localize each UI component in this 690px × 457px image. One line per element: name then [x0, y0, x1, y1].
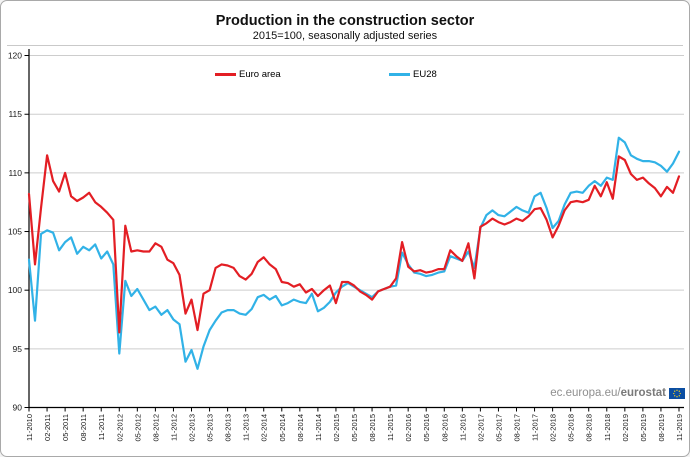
- y-tick-label: 120: [8, 51, 22, 61]
- x-tick-label: 05-2016: [422, 414, 431, 442]
- x-tick-label: 05-2013: [206, 414, 215, 442]
- x-tick-label: 11-2019: [675, 414, 684, 441]
- chart-subtitle: 2015=100, seasonally adjusted series: [252, 30, 438, 42]
- chart-title: Production in the construction sector: [215, 13, 475, 29]
- x-tick-label: 11-2016: [458, 414, 467, 441]
- x-tick-label: 02-2019: [621, 414, 630, 442]
- series-line-euro-area: [27, 154, 681, 334]
- x-tick-label: 11-2015: [386, 414, 395, 441]
- x-tick-label: 05-2019: [639, 414, 648, 442]
- legend-label-euro-area: Euro area: [239, 69, 281, 80]
- y-tick-label: 90: [13, 403, 23, 413]
- x-tick-label: 08-2018: [585, 414, 594, 442]
- x-tick-label: 05-2017: [494, 414, 503, 442]
- x-tick-label: 02-2017: [476, 414, 485, 442]
- y-tick-label: 100: [8, 285, 22, 295]
- legend-label-eu28: EU28: [413, 69, 437, 80]
- eu-flag-icon: [669, 387, 685, 399]
- x-tick-label: 08-2013: [224, 414, 233, 442]
- x-tick-label: 02-2014: [260, 414, 269, 442]
- x-tick-label: 08-2014: [296, 414, 305, 442]
- legend-swatch-eu28: [389, 73, 410, 76]
- x-tick-label: 08-2019: [657, 414, 666, 442]
- legend-item-euro-area: Euro area: [215, 69, 281, 80]
- x-tick-label: 05-2014: [278, 414, 287, 442]
- x-tick-label: 02-2016: [404, 414, 413, 442]
- x-tick-label: 11-2011: [97, 414, 106, 440]
- x-tick-label: 11-2012: [169, 414, 178, 441]
- x-tick-label: 05-2011: [61, 414, 70, 441]
- watermark-text: ec.europa.eu/eurostat: [550, 387, 666, 399]
- x-tick-label: 05-2015: [350, 414, 359, 442]
- header-divider: [7, 45, 683, 46]
- x-tick-label: 02-2015: [332, 414, 341, 442]
- x-tick-label: 02-2012: [115, 414, 124, 442]
- x-tick-label: 02-2011: [43, 414, 52, 441]
- x-tick-label: 11-2013: [242, 414, 251, 441]
- legend-swatch-euro-area: [215, 73, 236, 76]
- x-tick-label: 02-2018: [549, 414, 558, 442]
- x-tick-label: 11-2014: [314, 414, 323, 441]
- x-tick-label: 08-2017: [513, 414, 522, 442]
- y-tick-label: 115: [8, 109, 22, 119]
- x-tick-label: 08-2016: [440, 414, 449, 442]
- y-tick-label: 105: [8, 227, 22, 237]
- legend-item-eu28: EU28: [389, 69, 437, 80]
- x-tick-label: 11-2010: [25, 414, 34, 441]
- x-tick-label: 11-2017: [531, 414, 540, 441]
- y-tick-label: 95: [13, 344, 23, 354]
- x-tick-label: 11-2018: [603, 414, 612, 441]
- x-tick-label: 05-2012: [133, 414, 142, 442]
- x-tick-label: 02-2013: [188, 414, 197, 442]
- y-tick-label: 110: [8, 168, 22, 178]
- x-tick-label: 08-2011: [79, 414, 88, 441]
- x-tick-label: 08-2015: [368, 414, 377, 442]
- x-tick-label: 05-2018: [567, 414, 576, 442]
- x-tick-label: 08-2012: [151, 414, 160, 442]
- watermark: ec.europa.eu/eurostat: [550, 387, 685, 399]
